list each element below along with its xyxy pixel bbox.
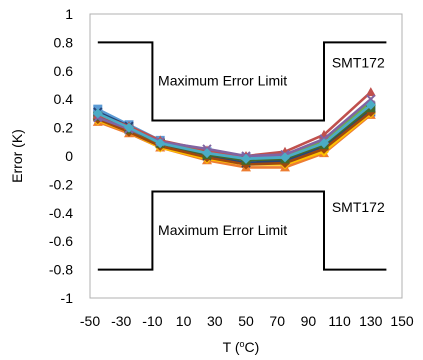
data-point	[319, 138, 329, 149]
y-tick-label: -0.4	[49, 205, 73, 221]
x-tick-label: 50	[238, 313, 254, 329]
x-tick-label: -30	[111, 313, 131, 329]
data-point	[124, 122, 134, 133]
data-point	[92, 108, 103, 119]
x-axis-title: T (oC)	[223, 339, 260, 355]
x-tick-label: 150	[390, 313, 414, 329]
y-tick-label: 0.6	[54, 63, 74, 79]
x-axis-title-prefix: T (	[223, 339, 240, 355]
y-tick-label: 0.8	[54, 34, 74, 50]
data-point	[241, 153, 251, 164]
data-point	[280, 152, 290, 163]
y-tick-label: 1	[65, 6, 73, 22]
data-point	[365, 99, 376, 110]
series-line	[97, 103, 372, 161]
x-tick-label: 30	[207, 313, 223, 329]
series-line	[97, 110, 372, 166]
y-tick-label: -1	[61, 290, 74, 306]
data-point	[155, 138, 166, 149]
x-axis-title-unit: C)	[245, 339, 260, 355]
x-tick-label: 90	[301, 313, 317, 329]
data-point	[202, 148, 212, 159]
y-tick-label: -0.2	[49, 176, 73, 192]
x-axis-ticks: -50 -30 -10 10 30 50 70 90 110 130 150	[80, 313, 414, 329]
x-axis-title-superscript: o	[240, 339, 245, 349]
x-tick-label: 10	[176, 313, 192, 329]
y-tick-label: 0	[65, 148, 73, 164]
x-tick-label: 110	[328, 313, 351, 329]
y-tick-label: -0.6	[49, 233, 73, 249]
x-tick-label: 130	[359, 313, 383, 329]
chart-annotation: Maximum Error Limit	[158, 73, 287, 89]
upper-error-limit-line	[97, 41, 387, 122]
series-layer	[92, 87, 376, 172]
y-axis-title: Error (K)	[9, 129, 25, 183]
y-axis-ticks: -1 -0.8 -0.6 -0.4 -0.2 0 0.2 0.4 0.6 0.8 1	[49, 6, 73, 306]
data-point	[366, 94, 376, 104]
chart-annotation: SMT172	[332, 54, 385, 70]
lower-error-limit-line	[97, 190, 387, 271]
y-tick-label: -0.8	[49, 262, 73, 278]
x-tick-label: -50	[80, 313, 100, 329]
chart-annotation: SMT172	[332, 199, 385, 215]
series-12	[92, 99, 376, 164]
limit-layer	[97, 41, 387, 271]
data-point	[365, 87, 376, 97]
annotation-layer: Maximum Error Limit SMT172 Maximum Error L…	[158, 54, 385, 238]
chart-annotation: Maximum Error Limit	[158, 222, 287, 238]
y-tick-label: 0.2	[54, 120, 74, 136]
y-tick-label: 0.4	[54, 91, 74, 107]
x-tick-label: -10	[142, 313, 162, 329]
x-tick-label: 70	[269, 313, 285, 329]
